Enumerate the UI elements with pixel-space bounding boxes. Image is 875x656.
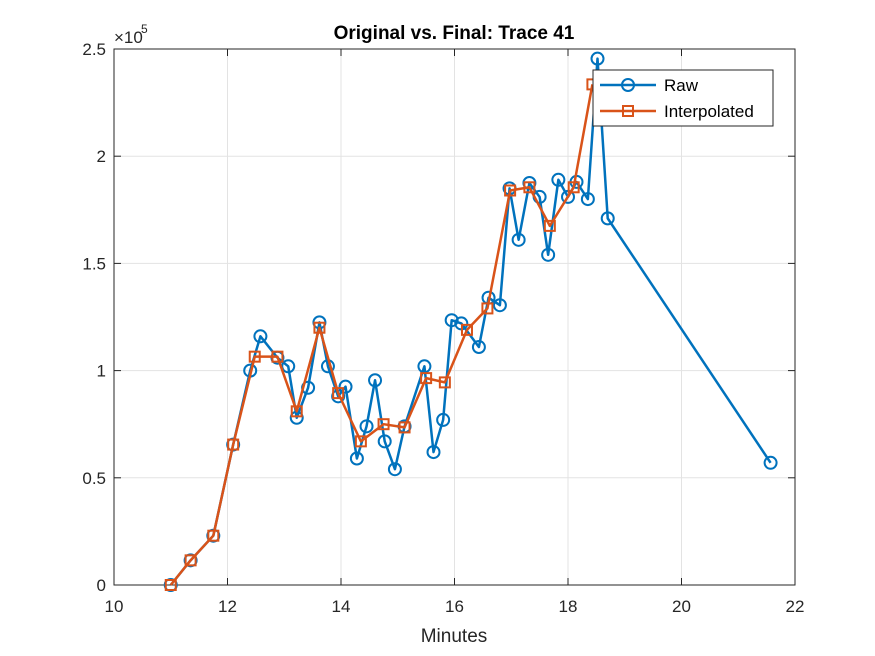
series-layer — [163, 51, 778, 592]
data-point-interpolated — [184, 554, 197, 567]
data-point-raw — [511, 232, 526, 247]
legend-interpolated-marker — [622, 105, 634, 117]
data-point-raw — [368, 373, 383, 388]
y-tick-label: 2.5 — [82, 40, 106, 59]
chart-title: Original vs. Final: Trace 41 — [334, 23, 575, 44]
data-point-raw — [471, 340, 486, 355]
data-point-raw — [436, 412, 451, 427]
data-point-raw — [551, 172, 566, 187]
legend-raw-label: Raw — [664, 76, 699, 95]
x-tick-label: 22 — [786, 597, 805, 616]
y-exponent-power: 5 — [141, 22, 148, 36]
x-tick-label: 18 — [559, 597, 578, 616]
data-point-interpolated — [420, 372, 433, 385]
data-point-interpolated — [227, 438, 240, 451]
data-point-raw — [387, 462, 402, 477]
data-point-interpolated — [354, 435, 367, 448]
data-point-interpolated — [398, 421, 411, 434]
data-point-raw — [338, 379, 353, 394]
data-point-interpolated — [504, 184, 517, 197]
legend-raw-marker — [621, 78, 635, 92]
data-point-interpolated — [460, 323, 473, 336]
x-tick-label: 10 — [105, 597, 124, 616]
data-point-interpolated — [543, 219, 556, 232]
data-point-raw — [444, 313, 459, 328]
data-point-interpolated — [438, 376, 451, 389]
series-interpolated — [164, 78, 599, 591]
x-axis-label: Minutes — [421, 626, 488, 647]
x-tick-label: 12 — [218, 597, 237, 616]
data-point-interpolated — [164, 579, 177, 591]
data-point-interpolated — [481, 302, 494, 315]
y-tick-label: 0.5 — [82, 469, 106, 488]
y-tick-labels: 0 0.5 1 1.5 2 2.5 — [82, 40, 106, 595]
series-line-interpolated — [169, 84, 594, 586]
x-tick-label: 14 — [332, 597, 351, 616]
data-point-raw — [763, 455, 778, 470]
data-point-interpolated — [248, 350, 261, 363]
y-tick-label: 2 — [97, 147, 106, 166]
data-point-interpolated — [271, 350, 284, 363]
data-point-raw — [492, 298, 507, 313]
data-point-raw — [253, 329, 268, 344]
data-point-raw — [377, 434, 392, 449]
x-tick-label: 16 — [445, 597, 464, 616]
y-exponent-base: ×10 — [114, 28, 143, 47]
data-point-interpolated — [313, 321, 326, 334]
data-point-raw — [600, 211, 615, 226]
y-tick-label: 1 — [97, 362, 106, 381]
data-point-raw — [590, 51, 605, 66]
x-tick-labels: 10 12 14 16 18 20 22 — [105, 597, 805, 616]
tick-marks — [113, 48, 796, 586]
data-point-interpolated — [523, 181, 536, 194]
y-tick-label: 1.5 — [82, 254, 106, 273]
data-point-raw — [426, 445, 441, 460]
y-tick-label: 0 — [97, 576, 106, 595]
data-point-raw — [281, 359, 296, 374]
legend-interpolated-label: Interpolated — [664, 102, 754, 121]
data-point-interpolated — [567, 181, 580, 194]
data-point-raw — [541, 247, 556, 262]
data-point-interpolated — [377, 418, 390, 431]
legend: Raw Interpolated — [592, 69, 774, 127]
data-point-interpolated — [207, 529, 220, 542]
data-point-raw — [359, 419, 374, 434]
data-point-interpolated — [290, 405, 303, 418]
x-tick-label: 20 — [672, 597, 691, 616]
data-point-raw — [580, 192, 595, 207]
data-point-interpolated — [332, 387, 345, 400]
data-point-raw — [349, 451, 364, 466]
